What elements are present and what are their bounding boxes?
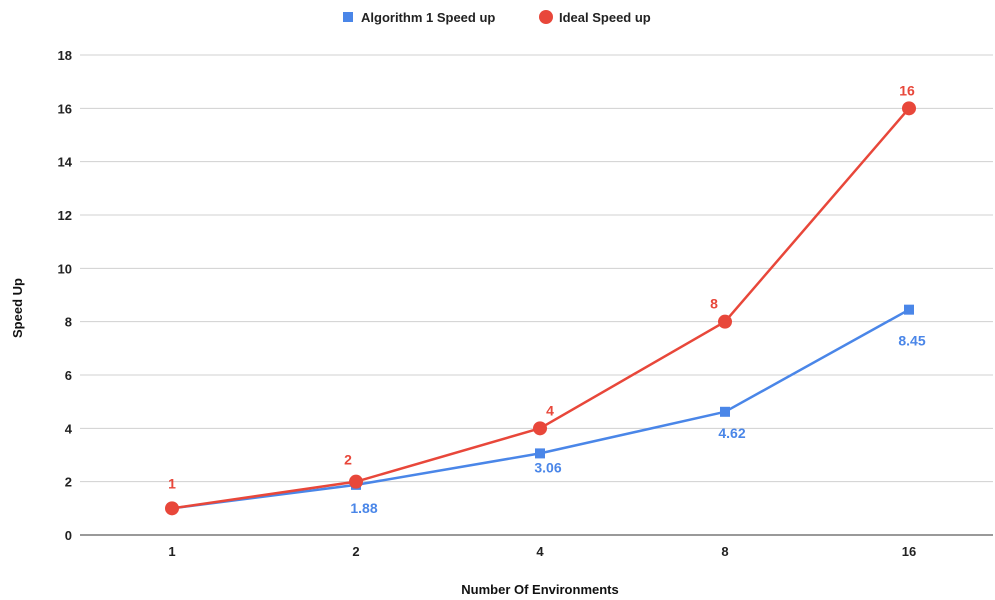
data-label: 1.88 — [350, 500, 377, 516]
data-point — [349, 474, 363, 489]
y-tick-label: 14 — [58, 155, 73, 170]
legend: Algorithm 1 Speed up Ideal Speed up — [343, 10, 651, 25]
y-tick-label: 0 — [65, 528, 72, 543]
y-tick-label: 4 — [65, 421, 73, 436]
data-label: 8.45 — [898, 333, 925, 349]
legend-label: Ideal Speed up — [559, 10, 651, 25]
y-tick-label: 16 — [58, 101, 72, 116]
data-label: 3.06 — [534, 459, 561, 475]
y-tick-label: 12 — [58, 208, 72, 223]
legend-marker-circle — [539, 10, 553, 24]
data-label: 8 — [710, 296, 718, 312]
x-axis-title: Number Of Environments — [461, 582, 618, 597]
x-tick-label: 8 — [721, 544, 728, 559]
y-tick-label: 6 — [65, 368, 72, 383]
series-ideal: 1 2 4 8 16 — [165, 82, 916, 516]
data-point — [718, 314, 732, 329]
series-layer: 1.88 3.06 4.62 8.45 1 2 4 8 16 — [165, 82, 926, 516]
x-tick-label: 1 — [168, 544, 175, 559]
series-line — [171, 308, 910, 510]
x-tick-label: 16 — [902, 544, 916, 559]
y-tick-label: 8 — [65, 315, 72, 330]
legend-item: Ideal Speed up — [539, 10, 651, 25]
y-axis-title: Speed Up — [10, 278, 25, 338]
data-point — [720, 406, 730, 417]
x-axis-ticks: 1 2 4 8 16 — [168, 544, 916, 559]
data-point — [165, 501, 179, 516]
y-tick-label: 10 — [58, 261, 72, 276]
data-point — [902, 101, 916, 116]
data-point — [535, 448, 545, 459]
data-label: 4 — [546, 402, 554, 418]
y-tick-label: 2 — [65, 475, 72, 490]
data-point — [533, 421, 547, 436]
legend-item: Algorithm 1 Speed up — [343, 10, 495, 25]
data-label: 1 — [168, 475, 176, 491]
data-label: 4.62 — [718, 425, 745, 441]
y-axis-ticks: 0 2 4 6 8 10 12 14 16 18 — [58, 48, 73, 543]
series-line — [171, 107, 910, 510]
legend-marker-square — [343, 12, 353, 22]
y-tick-label: 18 — [58, 48, 72, 63]
data-label: 2 — [344, 452, 352, 468]
x-tick-label: 2 — [352, 544, 359, 559]
data-label: 16 — [899, 82, 915, 98]
legend-label: Algorithm 1 Speed up — [361, 10, 495, 25]
x-tick-label: 4 — [536, 544, 544, 559]
data-point — [904, 304, 914, 315]
gridlines — [80, 54, 993, 483]
